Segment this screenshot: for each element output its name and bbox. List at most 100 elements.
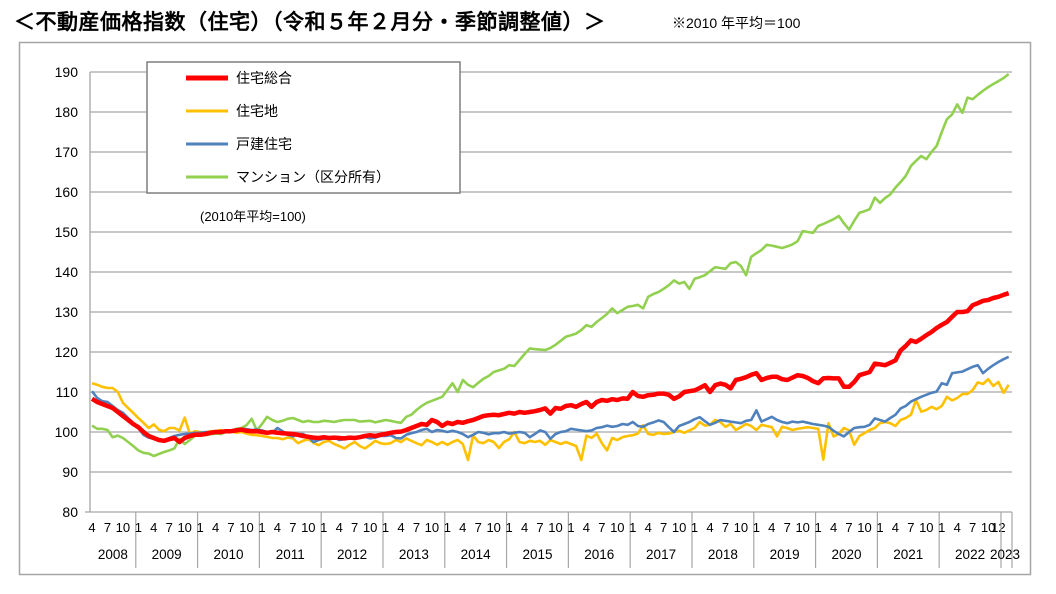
- x-month-label: 7: [784, 520, 791, 535]
- x-month-label: 7: [660, 520, 667, 535]
- x-month-label: 1: [382, 520, 389, 535]
- x-year-label: 2012: [337, 547, 367, 562]
- x-month-label: 4: [954, 520, 961, 535]
- x-month-label: 7: [413, 520, 420, 535]
- x-year-label: 2009: [152, 547, 182, 562]
- x-month-label: 1: [320, 520, 327, 535]
- x-month-label: 7: [907, 520, 914, 535]
- x-month-label: 10: [795, 520, 809, 535]
- x-month-label: 7: [598, 520, 605, 535]
- x-year-label: 2014: [461, 547, 492, 562]
- x-month-label: 4: [150, 520, 157, 535]
- x-month-label: 7: [969, 520, 976, 535]
- x-month-label: 7: [289, 520, 296, 535]
- x-month-label: 4: [88, 520, 95, 535]
- x-year-label: 2018: [708, 547, 738, 562]
- x-month-label: 10: [116, 520, 130, 535]
- y-tick-label: 110: [56, 384, 79, 400]
- x-month-label: 7: [536, 520, 543, 535]
- x-month-label: 1: [629, 520, 636, 535]
- x-year-label: 2010: [213, 547, 243, 562]
- y-tick-label: 180: [55, 104, 79, 120]
- x-year-label: 2016: [584, 547, 614, 562]
- base-note: ※2010 年平均＝100: [672, 15, 801, 31]
- x-year-label: 2011: [276, 547, 305, 562]
- series-line-0: [90, 291, 1010, 445]
- x-year-label: 2015: [522, 547, 552, 562]
- y-tick-label: 140: [55, 264, 79, 280]
- x-month-label: 4: [830, 520, 837, 535]
- x-year-label: 2023: [990, 547, 1020, 562]
- x-month-label: 10: [610, 520, 624, 535]
- x-month-label: 4: [583, 520, 590, 535]
- x-month-label: 10: [363, 520, 377, 535]
- y-tick-label: 190: [55, 64, 79, 80]
- x-month-label: 4: [336, 520, 343, 535]
- x-year-label: 2019: [770, 547, 800, 562]
- x-month-label: 1: [258, 520, 265, 535]
- y-tick-label: 100: [55, 424, 79, 440]
- chart-annotation: (2010年平均=100): [200, 209, 306, 224]
- x-month-label: 1: [691, 520, 698, 535]
- x-month-label: 1: [876, 520, 883, 535]
- x-month-label: 1: [506, 520, 513, 535]
- legend-label: マンション（区分所有）: [236, 169, 390, 185]
- x-year-label: 2020: [831, 547, 861, 562]
- x-year-label: 2008: [98, 547, 128, 562]
- series-line-3: [91, 72, 1010, 458]
- x-year-label: 2017: [646, 547, 676, 562]
- y-tick-label: 160: [55, 184, 79, 200]
- x-month-label: 1: [938, 520, 945, 535]
- x-month-label: 10: [548, 520, 562, 535]
- y-axis: 80 90 100 110 120 130 140 150 160 170 180 190: [55, 64, 1012, 520]
- y-tick-label: 80: [62, 504, 78, 520]
- x-month-label: 4: [892, 520, 899, 535]
- x-month-label: 7: [166, 520, 173, 535]
- x-month-label: 4: [706, 520, 713, 535]
- legend-box: [146, 61, 461, 194]
- y-tick-label: 170: [55, 144, 79, 160]
- y-tick-label: 130: [55, 304, 79, 320]
- x-month-label: 10: [486, 520, 500, 535]
- series-line-1: [91, 377, 1010, 462]
- x-month-label: 1: [444, 520, 451, 535]
- y-tick-label: 90: [62, 464, 78, 480]
- x-month-label: 10: [301, 520, 315, 535]
- x-month-label: 10: [981, 520, 995, 535]
- x-month-label: 10: [672, 520, 686, 535]
- series-lines: [90, 72, 1010, 462]
- x-month-label: 12: [991, 520, 1005, 535]
- x-month-label: 10: [919, 520, 933, 535]
- x-month-label: 7: [475, 520, 482, 535]
- x-month-label: 1: [197, 520, 204, 535]
- y-tick-label: 150: [55, 224, 79, 240]
- x-month-label: 1: [753, 520, 760, 535]
- x-month-label: 7: [722, 520, 729, 535]
- x-month-label: 4: [212, 520, 219, 535]
- legend-label: 住宅地: [236, 103, 278, 119]
- x-month-label: 7: [104, 520, 111, 535]
- x-month-label: 7: [845, 520, 852, 535]
- y-tick-label: 120: [55, 344, 79, 360]
- legend-label: 戸建住宅: [236, 136, 292, 152]
- x-month-label: 1: [567, 520, 574, 535]
- x-month-label: 10: [239, 520, 253, 535]
- x-month-label: 10: [734, 520, 748, 535]
- x-month-label: 4: [768, 520, 775, 535]
- page-title: ＜不動産価格指数（住宅）（令和５年２月分・季節調整値）＞: [14, 10, 606, 34]
- x-month-label: 10: [177, 520, 191, 535]
- x-month-label: 4: [397, 520, 404, 535]
- x-month-label: 4: [645, 520, 652, 535]
- x-month-label: 10: [857, 520, 871, 535]
- x-year-label: 2022: [955, 547, 985, 562]
- x-month-label: 4: [274, 520, 281, 535]
- x-year-label: 2021: [893, 547, 923, 562]
- chart-frame: [18, 41, 1032, 576]
- legend-label: 住宅総合: [236, 70, 292, 86]
- x-month-label: 1: [815, 520, 822, 535]
- x-month-label: 7: [227, 520, 234, 535]
- x-month-label: 10: [425, 520, 439, 535]
- x-month-label: 7: [351, 520, 358, 535]
